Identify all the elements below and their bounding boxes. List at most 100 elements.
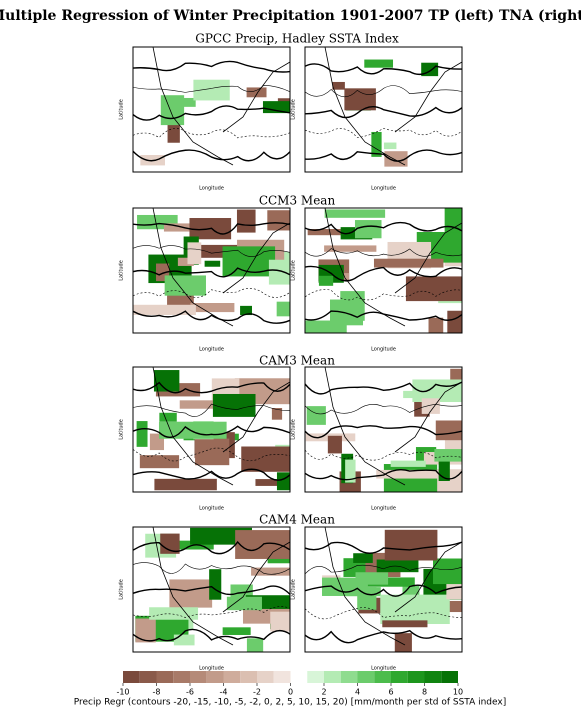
precip-cell — [251, 567, 290, 576]
precip-cell — [236, 209, 256, 233]
precip-cell — [139, 455, 180, 469]
precip-cell — [354, 220, 382, 239]
contour — [133, 425, 290, 438]
panel-frame — [304, 526, 463, 653]
colorbar-segment — [307, 671, 324, 683]
precip-cell — [276, 472, 290, 491]
precip-cell — [394, 633, 412, 652]
contour — [133, 222, 290, 235]
precip-cell — [165, 540, 214, 550]
contour — [305, 149, 462, 162]
precip-cell — [241, 446, 290, 472]
contour — [305, 128, 462, 138]
contour — [305, 584, 462, 597]
coastline — [152, 367, 290, 486]
coastline — [324, 208, 462, 327]
contour — [305, 248, 462, 257]
contour — [133, 403, 290, 417]
precip-cell — [433, 558, 462, 585]
map-fill — [133, 367, 290, 491]
precip-cell — [307, 229, 357, 236]
precip-cell — [240, 305, 253, 316]
x-axis-label: Longitude — [371, 186, 396, 192]
colorbar-segment — [441, 671, 458, 683]
colorbar-segment — [173, 671, 190, 683]
x-axis-label: Longitude — [199, 347, 224, 353]
map-panel — [304, 526, 463, 653]
contour — [133, 149, 290, 162]
precip-cell — [327, 435, 342, 454]
precip-cell — [428, 317, 444, 333]
precip-cell — [164, 275, 206, 296]
panel-title: CCM3 Mean — [259, 194, 336, 208]
precip-cell — [438, 453, 450, 481]
map-fill — [305, 367, 462, 492]
colorbar-segment — [357, 671, 375, 683]
panel-frame — [132, 46, 291, 173]
map-panel — [304, 366, 463, 493]
precip-cell — [306, 406, 326, 425]
map-panel — [304, 207, 463, 334]
contour — [133, 310, 290, 324]
contour — [305, 381, 462, 395]
precip-cell — [154, 478, 217, 491]
precip-cell — [371, 131, 382, 157]
y-axis-label: Latitude — [291, 419, 297, 440]
precip-cell — [135, 618, 156, 643]
contour — [133, 267, 290, 278]
contour — [305, 629, 462, 644]
map-panel — [132, 366, 291, 493]
colorbar-segment — [139, 671, 157, 683]
figure-title: Multiple Regression of Winter Precipitat… — [0, 8, 581, 24]
precip-cell — [149, 607, 199, 620]
coastline — [152, 47, 290, 166]
colorbar-segment — [374, 671, 391, 683]
colorbar-tick-label: -10 — [116, 688, 129, 697]
panel-frame — [304, 46, 463, 173]
colorbar-segment — [340, 671, 358, 683]
colorbar-segment — [223, 671, 241, 683]
map-panel — [304, 46, 463, 173]
coastline — [152, 527, 290, 646]
contour — [305, 425, 462, 439]
precip-cell — [364, 59, 394, 68]
y-axis-label: Latitude — [291, 99, 297, 120]
contour — [305, 541, 462, 554]
contour — [305, 63, 462, 76]
precip-cell — [179, 400, 236, 409]
colorbar-segment — [391, 671, 408, 683]
precip-cell — [448, 600, 462, 613]
colorbar-segment — [123, 671, 140, 683]
panel-title: GPCC Precip, Hadley SSTA Index — [195, 32, 399, 46]
map-fill — [133, 208, 290, 327]
precip-cell — [209, 569, 222, 600]
precip-cell — [193, 79, 230, 101]
colorbar-tick-label: -4 — [220, 688, 228, 697]
contour — [133, 105, 290, 121]
coastline — [324, 527, 462, 646]
precip-cell — [421, 398, 440, 414]
precip-cell — [222, 627, 251, 635]
precip-cell — [450, 368, 462, 388]
colorbar-tick-label: 4 — [355, 688, 360, 697]
precip-cell — [412, 379, 462, 403]
y-axis-label: Latitude — [291, 579, 297, 600]
precip-cell — [158, 421, 227, 439]
colorbar-tick-label: -2 — [253, 688, 261, 697]
contour — [305, 85, 462, 98]
precip-cell — [271, 408, 283, 420]
precip-cell — [321, 577, 368, 596]
x-axis-label: Longitude — [199, 186, 224, 192]
x-axis-label: Longitude — [199, 506, 224, 512]
contour — [133, 85, 290, 93]
precip-cell — [195, 438, 230, 466]
precip-cell — [345, 459, 356, 483]
map-panel — [132, 46, 291, 173]
precip-cell — [373, 258, 444, 268]
precip-cell — [167, 124, 180, 143]
colorbar-tick-label: 8 — [422, 688, 427, 697]
panel-frame — [132, 207, 291, 334]
panel-title: CAM3 Mean — [259, 354, 335, 368]
x-axis-label: Longitude — [371, 666, 396, 672]
